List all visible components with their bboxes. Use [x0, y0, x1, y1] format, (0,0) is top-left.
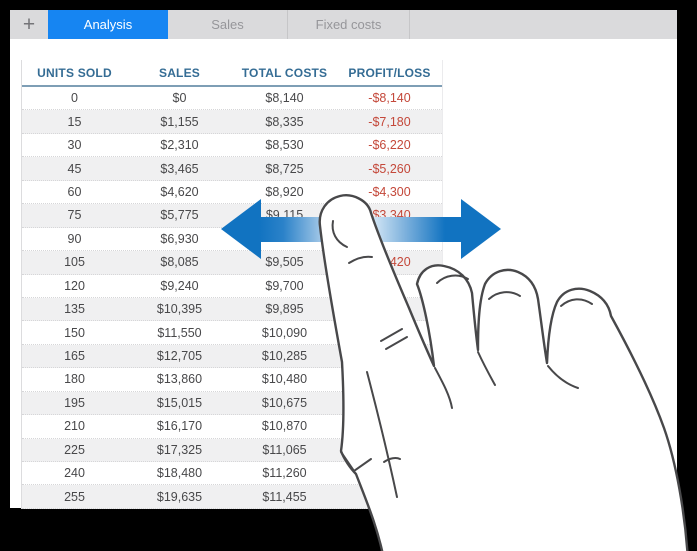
table-cell[interactable]: 45: [67, 161, 82, 176]
table-cell[interactable]: 75: [67, 208, 82, 223]
table-row[interactable]: 0 $0 $8,140 -$8,140: [22, 87, 442, 111]
table-cell[interactable]: 0: [71, 91, 78, 106]
table-cell[interactable]: $8,140: [265, 91, 304, 106]
table-cell[interactable]: $1,155: [160, 114, 199, 129]
table-cell[interactable]: $2,310: [160, 138, 199, 153]
table-row[interactable]: 195 $15,015 $10,675: [22, 391, 442, 416]
swipe-arrow-shaft: [259, 217, 461, 242]
column-header-profit-loss: PROFIT/LOSS: [348, 65, 431, 80]
table-cell[interactable]: $19,635: [156, 489, 203, 504]
table-cell[interactable]: $3,465: [160, 161, 199, 176]
table-row[interactable]: 120 $9,240 $9,700: [22, 275, 442, 298]
column-header-units-sold: UNITS SOLD: [37, 65, 112, 80]
table-row[interactable]: 150 $11,550 $10,090: [22, 321, 442, 345]
table-cell[interactable]: 165: [64, 349, 85, 364]
table-cell[interactable]: $10,870: [261, 419, 308, 434]
table-cell[interactable]: -$8,140: [368, 91, 411, 106]
table-cell[interactable]: $17,325: [156, 442, 203, 457]
table-cell[interactable]: $15,015: [156, 395, 203, 410]
table-cell[interactable]: $0: [172, 91, 187, 106]
table-cell[interactable]: -$4,300: [368, 184, 411, 199]
table-cell[interactable]: $4,620: [160, 184, 199, 199]
table-cell[interactable]: $5,775: [160, 208, 199, 223]
table-cell[interactable]: $18,480: [156, 466, 203, 481]
table-cell[interactable]: $10,090: [261, 325, 308, 340]
table-cell[interactable]: $8,920: [265, 184, 304, 199]
table-cell[interactable]: -$6,220: [368, 138, 411, 153]
table-row[interactable]: 15 $1,155 $8,335 -$7,180: [22, 110, 442, 134]
table-cell[interactable]: $8,085: [160, 255, 199, 270]
table-cell[interactable]: 225: [64, 442, 85, 457]
tab-analysis[interactable]: Analysis: [48, 10, 168, 39]
table-cell[interactable]: -$5,260: [368, 161, 411, 176]
table-row[interactable]: 135 $10,395 $9,895: [22, 297, 442, 322]
table-row[interactable]: 210 $16,170 $10,870: [22, 415, 442, 439]
table-cell[interactable]: 105: [64, 255, 85, 270]
table-row[interactable]: 255 $19,635 $11,455: [22, 485, 442, 509]
table-cell[interactable]: 180: [64, 372, 85, 387]
table-cell[interactable]: $13,860: [156, 372, 203, 387]
table-row[interactable]: 225 $17,325 $11,065: [22, 438, 442, 462]
table-cell[interactable]: 120: [64, 278, 85, 293]
table-row[interactable]: 180 $13,860 $10,480: [22, 368, 442, 392]
table-cell[interactable]: $8,725: [265, 161, 304, 176]
table-body: 0 $0 $8,140 -$8,140 15 $1,155 $8,335 -$7,180 30 $…: [22, 87, 442, 509]
table-cell[interactable]: $10,395: [156, 302, 203, 317]
table-cell[interactable]: $8,335: [265, 114, 304, 129]
table-cell[interactable]: $6,930: [160, 231, 199, 246]
table-cell[interactable]: $10,285: [261, 349, 308, 364]
table-cell[interactable]: 15: [67, 114, 82, 129]
table-cell[interactable]: 60: [67, 184, 82, 199]
table-cell[interactable]: $11,455: [262, 489, 307, 504]
table-cell[interactable]: 240: [64, 466, 85, 481]
table-cell[interactable]: $11,065: [262, 442, 307, 457]
table-cell[interactable]: 210: [64, 419, 85, 434]
table-cell[interactable]: $12,705: [156, 349, 203, 364]
table-cell[interactable]: $9,895: [265, 302, 304, 317]
table-cell[interactable]: $11,550: [157, 325, 202, 340]
tab-fixed-costs[interactable]: Fixed costs: [288, 10, 410, 39]
table-cell[interactable]: -$7,180: [368, 114, 411, 129]
sheet-tab-bar: + Analysis Sales Fixed costs: [10, 10, 677, 39]
table-cell[interactable]: $8,530: [265, 138, 304, 153]
table-cell[interactable]: $10,480: [261, 372, 308, 387]
table-cell[interactable]: -$1,420: [368, 255, 411, 270]
table-cell[interactable]: $9,240: [160, 278, 199, 293]
table-row[interactable]: 240 $18,480 $11,260: [22, 462, 442, 486]
table-cell[interactable]: 195: [64, 395, 85, 410]
table-header-row: UNITS SOLD SALES TOTAL COSTS PROFIT/LOSS: [22, 60, 442, 87]
table-cell[interactable]: 30: [67, 138, 82, 153]
column-header-total-costs: TOTAL COSTS: [241, 65, 328, 80]
table-cell[interactable]: 90: [67, 231, 82, 246]
swipe-arrow-left-head: [221, 199, 261, 259]
table-cell[interactable]: $9,505: [265, 255, 304, 270]
app-screen: + Analysis Sales Fixed costs UNITS SOLD …: [10, 10, 677, 509]
table-cell[interactable]: 150: [64, 325, 85, 340]
table-row[interactable]: 30 $2,310 $8,530 -$6,220: [22, 134, 442, 158]
swipe-arrow-right-head: [461, 199, 501, 259]
tab-sales[interactable]: Sales: [168, 10, 288, 39]
table-cell[interactable]: $9,700: [265, 278, 304, 293]
table-cell[interactable]: 255: [64, 489, 85, 504]
table-cell[interactable]: $16,170: [156, 419, 203, 434]
table-row[interactable]: 45 $3,465 $8,725 -$5,260: [22, 157, 442, 181]
table-row[interactable]: 165 $12,705 $10,285: [22, 344, 442, 369]
add-sheet-button[interactable]: +: [22, 13, 36, 36]
spreadsheet-table: UNITS SOLD SALES TOTAL COSTS PROFIT/LOSS…: [21, 60, 443, 509]
table-cell[interactable]: 135: [64, 302, 85, 317]
table-cell[interactable]: $10,675: [261, 395, 308, 410]
column-header-sales: SALES: [158, 65, 200, 80]
table-cell[interactable]: $11,260: [262, 466, 307, 481]
